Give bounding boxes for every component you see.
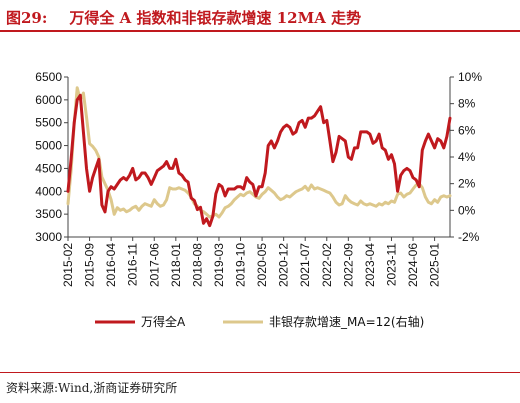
left-axis-tick-label: 3000 xyxy=(35,230,62,244)
chart-series xyxy=(66,86,452,228)
x-axis-tick-label: 2020-12 xyxy=(277,243,291,287)
series-line-deposit-growth xyxy=(66,86,452,219)
right-axis-tick-label: 2% xyxy=(458,177,476,191)
left-axis-tick-label: 5000 xyxy=(35,139,62,153)
x-axis-tick-label: 2016-11 xyxy=(126,243,140,286)
legend-item-deposit-growth-label: 非银存款增速_MA=12(右轴) xyxy=(269,314,424,329)
figure-title: 万得全 A 指数和非银存款增速 12MA 走势 xyxy=(69,8,362,27)
source-note: 资料来源:Wind,浙商证券研究所 xyxy=(6,381,178,395)
x-axis-tick-label: 2015-09 xyxy=(83,243,97,287)
footer-divider xyxy=(0,372,520,373)
left-axis-tick-label: 4500 xyxy=(35,161,62,175)
x-axis-tick-label: 2021-07 xyxy=(298,243,312,287)
x-axis-tick-label: 2015-02 xyxy=(61,243,75,287)
right-axis-tick-label: 4% xyxy=(458,150,476,164)
x-axis-tick-label: 2018-08 xyxy=(190,243,204,287)
x-axis-tick-label: 2023-04 xyxy=(363,243,377,287)
left-axis-tick-label: 4000 xyxy=(35,184,62,198)
figure-label: 图29: xyxy=(6,8,48,27)
right-axis-tick-label: 10% xyxy=(458,70,482,84)
x-axis-tick-label: 2016-04 xyxy=(104,243,118,287)
figure-title-row: 图29: 万得全 A 指数和非银存款增速 12MA 走势 xyxy=(6,6,361,28)
x-axis-tick-label: 2022-02 xyxy=(320,243,334,287)
chart-legend: 万得全A 非银存款增速_MA=12(右轴) xyxy=(95,314,424,329)
x-axis-tick-label: 2024-06 xyxy=(406,243,420,287)
x-axis-tick-label: 2017-06 xyxy=(147,243,161,287)
x-axis-tick-label: 2018-01 xyxy=(169,243,183,287)
right-axis-tick-label: 6% xyxy=(458,123,476,137)
left-axis-tick-label: 5500 xyxy=(35,116,62,130)
right-axis-tick-label: -2% xyxy=(458,230,480,244)
title-divider xyxy=(0,30,520,32)
x-axis-tick-label: 2019-03 xyxy=(212,243,226,287)
left-axis-tick-label: 6000 xyxy=(35,93,62,107)
dual-axis-line-chart: 3000 3500 4000 4500 5000 5500 6000 6500 -2% 0% 2% 4… xyxy=(35,70,482,329)
right-axis-tick-label: 8% xyxy=(458,97,476,111)
legend-item-wind-a-label: 万得全A xyxy=(141,314,186,329)
x-axis-tick-label: 2023-11 xyxy=(384,243,398,286)
x-axis-tick-label: 2025-01 xyxy=(428,243,442,287)
chart-axes: 3000 3500 4000 4500 5000 5500 6000 6500 -2% 0% 2% 4… xyxy=(35,70,482,287)
left-axis-tick-label: 6500 xyxy=(35,70,62,84)
left-axis-tick-label: 3500 xyxy=(35,207,62,221)
series-line-wind-a xyxy=(66,93,452,228)
x-axis-tick-label: 2022-09 xyxy=(341,243,355,287)
x-axis-tick-label: 2020-05 xyxy=(255,243,269,287)
right-axis-tick-label: 0% xyxy=(458,203,476,217)
x-axis-tick-label: 2019-10 xyxy=(234,243,248,287)
